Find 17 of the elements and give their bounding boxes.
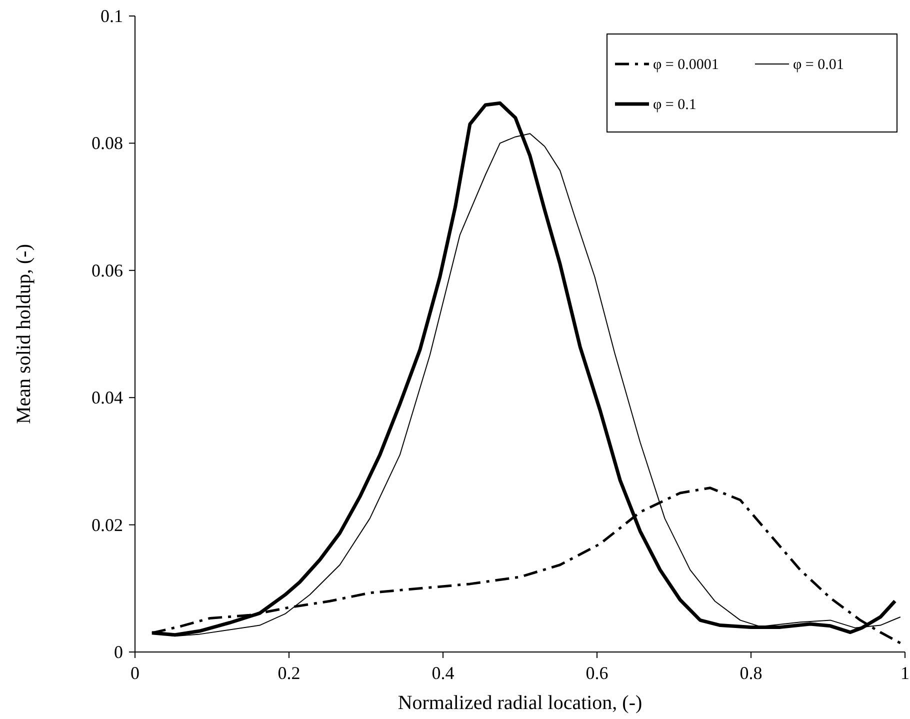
y-tick-label: 0.06 <box>92 260 123 280</box>
y-tick-label: 0 <box>114 642 123 662</box>
x-axis-title: Normalized radial location, (-) <box>398 692 642 714</box>
legend-label: φ = 0.01 <box>793 57 844 73</box>
x-tick-label: 1 <box>900 663 910 683</box>
y-tick-label: 0.1 <box>100 6 123 26</box>
legend-label: φ = 0.1 <box>653 97 696 113</box>
y-axis-title: Mean solid holdup, (-) <box>13 244 35 424</box>
y-tick-label: 0.04 <box>92 388 123 408</box>
y-tick-label: 0.02 <box>92 514 123 535</box>
x-tick-label: 0.2 <box>278 663 300 683</box>
x-tick-label: 0.6 <box>586 663 608 683</box>
legend-label: φ = 0.0001 <box>653 57 719 73</box>
x-tick-label: 0.4 <box>432 663 454 683</box>
x-tick-label: 0.8 <box>740 663 762 683</box>
x-tick-label: 0 <box>130 663 140 683</box>
y-tick-label: 0.08 <box>92 133 123 154</box>
